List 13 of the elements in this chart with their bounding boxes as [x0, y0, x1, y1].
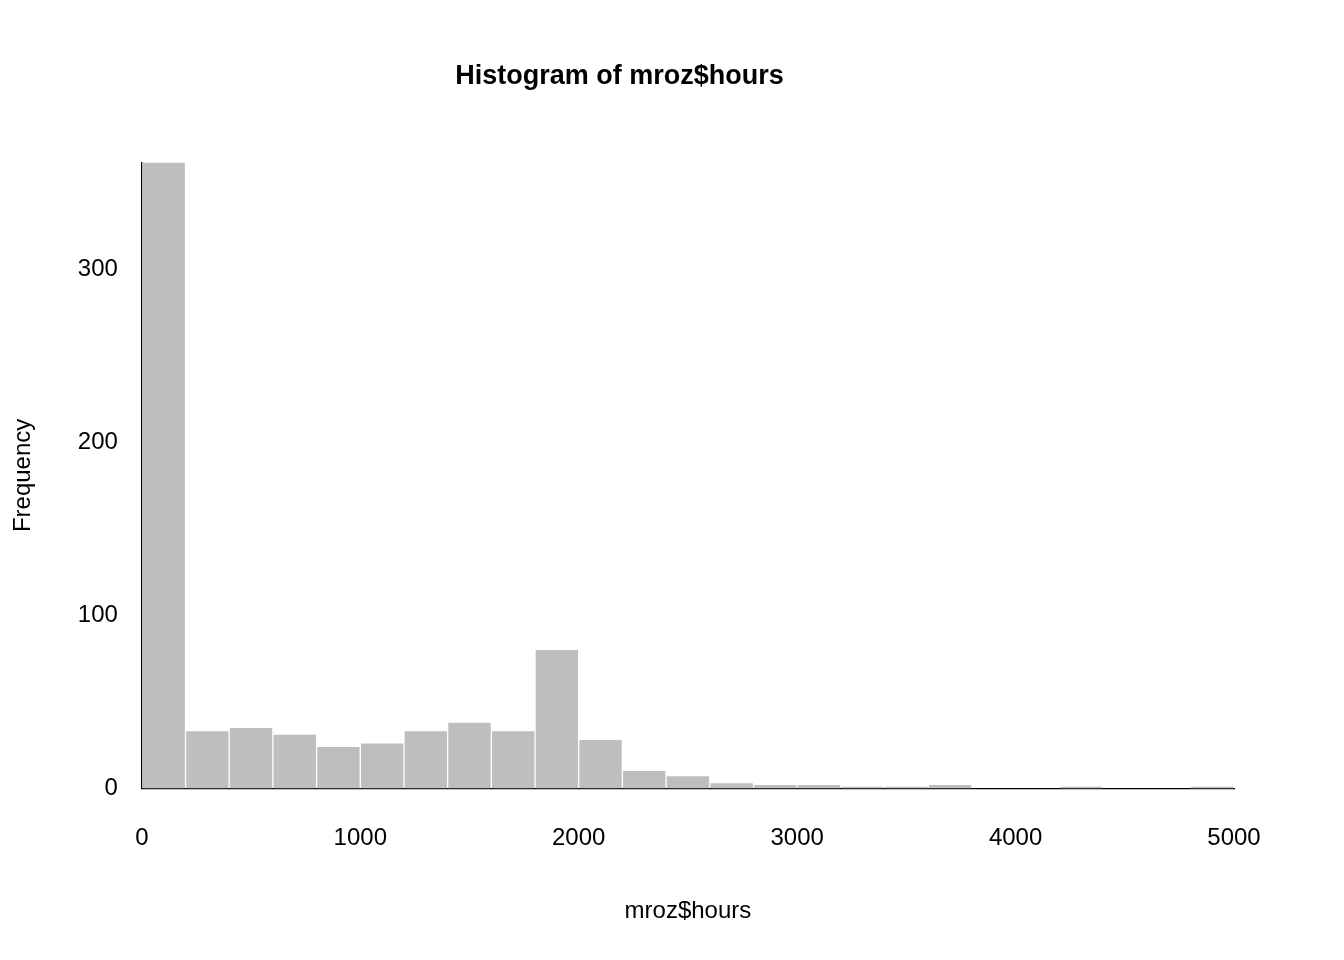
y-tick-label: 100: [77, 600, 118, 628]
x-tick-label: 1000: [333, 823, 387, 851]
y-axis-title: Frequency: [8, 418, 36, 533]
x-tick-label: 3000: [770, 823, 824, 851]
chart-title: Histogram of mroz$hours: [455, 59, 784, 90]
x-tick-label: 4000: [988, 823, 1043, 851]
x-tick-label: 5000: [1207, 823, 1261, 851]
y-tick-label: 200: [77, 427, 118, 455]
y-tick-label: 0: [104, 773, 118, 801]
y-tick-label: 300: [77, 254, 118, 282]
x-tick-label: 2000: [552, 823, 606, 851]
x-tick-label: 0: [135, 823, 149, 851]
x-axis-title: mroz$hours: [624, 896, 752, 924]
